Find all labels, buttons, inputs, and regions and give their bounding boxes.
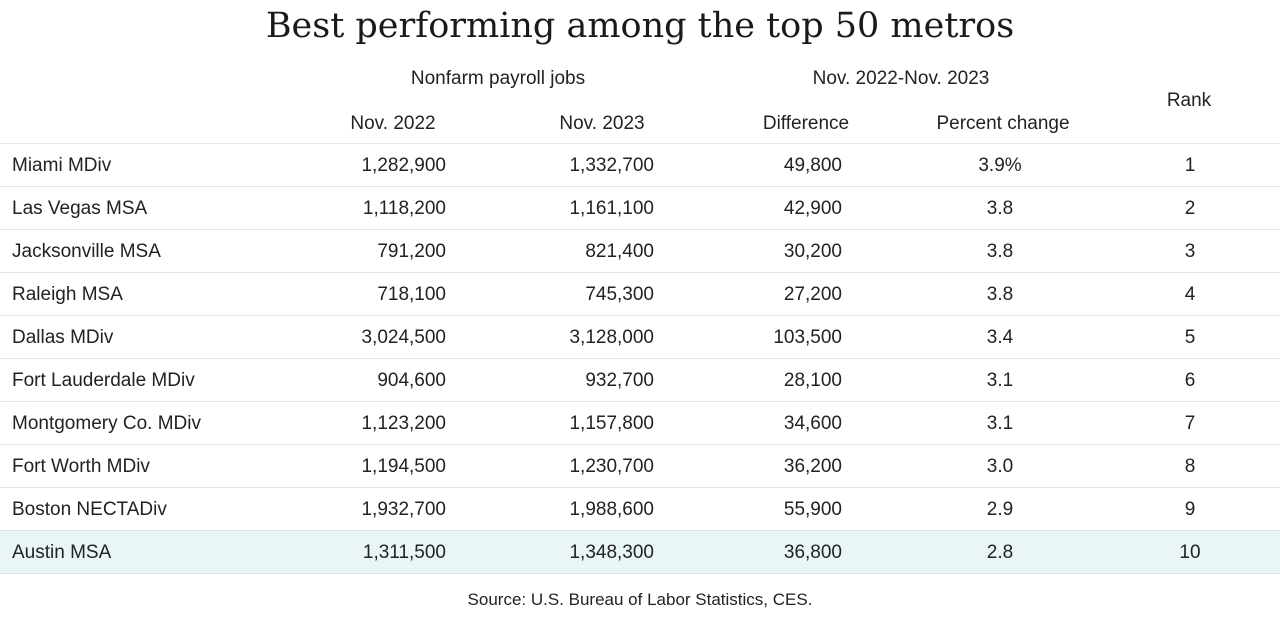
cell-nov-2023: 745,300: [585, 284, 654, 305]
cell-nov-2023: 1,230,700: [569, 456, 654, 477]
cell-metro: Las Vegas MSA: [12, 198, 148, 219]
cell-metro: Fort Lauderdale MDiv: [12, 370, 195, 391]
cell-metro: Dallas MDiv: [12, 327, 114, 348]
cell-difference: 27,200: [783, 284, 842, 305]
cell-difference: 49,800: [783, 155, 842, 176]
data-table: Miami MDiv 1,282,900 1,332,700 49,800 3.9% 1 L…: [0, 143, 1280, 575]
cell-nov-2022: 1,311,500: [362, 542, 446, 563]
column-header-nov-2022: Nov. 2022: [350, 113, 436, 134]
cell-rank: 10: [1179, 542, 1201, 563]
cell-percent-change: 3.8: [986, 284, 1014, 305]
cell-nov-2023: 821,400: [585, 241, 654, 262]
table-row: Boston NECTADiv 1,932,700 1,988,600 55,900 2…: [0, 488, 1280, 531]
group-header-payroll-jobs: Nonfarm payroll jobs: [410, 68, 586, 89]
cell-difference: 55,900: [783, 499, 842, 520]
table-row: Jacksonville MSA 791,200 821,400 30,200 3.8 3: [0, 230, 1280, 273]
cell-rank: 1: [1184, 155, 1196, 176]
cell-nov-2022: 718,100: [377, 284, 446, 305]
cell-rank: 4: [1184, 284, 1196, 305]
cell-rank: 6: [1184, 370, 1196, 391]
cell-metro: Jacksonville MSA: [12, 241, 161, 262]
cell-nov-2023: 932,700: [585, 370, 654, 391]
cell-difference: 34,600: [783, 413, 842, 434]
cell-metro: Boston NECTADiv: [12, 499, 167, 520]
table-row: Fort Lauderdale MDiv 904,600 932,700 28,100…: [0, 359, 1280, 402]
table-row: Dallas MDiv 3,024,500 3,128,000 103,500 3.4 5: [0, 316, 1280, 359]
cell-nov-2023: 1,988,600: [569, 499, 654, 520]
cell-nov-2022: 1,118,200: [362, 198, 446, 219]
cell-nov-2023: 1,348,300: [569, 542, 654, 563]
cell-percent-change: 3.0: [986, 456, 1014, 477]
cell-rank: 8: [1184, 456, 1196, 477]
cell-percent-change: 3.8: [986, 241, 1014, 262]
cell-rank: 5: [1184, 327, 1196, 348]
cell-nov-2022: 1,194,500: [361, 456, 446, 477]
cell-nov-2023: 1,161,100: [569, 198, 654, 219]
cell-nov-2022: 791,200: [377, 241, 446, 262]
column-header-nov-2023: Nov. 2023: [559, 113, 645, 134]
table-row: Miami MDiv 1,282,900 1,332,700 49,800 3.9% 1: [0, 144, 1280, 187]
table-row: Raleigh MSA 718,100 745,300 27,200 3.8 4: [0, 273, 1280, 316]
cell-difference: 36,200: [783, 456, 842, 477]
cell-nov-2022: 904,600: [377, 370, 446, 391]
cell-metro: Raleigh MSA: [12, 284, 123, 305]
cell-percent-change: 3.8: [986, 198, 1014, 219]
cell-difference: 28,100: [783, 370, 842, 391]
cell-difference: 36,800: [783, 542, 842, 563]
table-row: Austin MSA 1,311,500 1,348,300 36,800 2.8 10: [0, 531, 1280, 574]
cell-rank: 9: [1184, 499, 1196, 520]
cell-difference: 30,200: [783, 241, 842, 262]
table-row: Las Vegas MSA 1,118,200 1,161,100 42,900 3.8…: [0, 187, 1280, 230]
cell-nov-2022: 3,024,500: [361, 327, 446, 348]
cell-percent-change: 3.1: [986, 370, 1014, 391]
table-row: Montgomery Co. MDiv 1,123,200 1,157,800 34,…: [0, 402, 1280, 445]
cell-nov-2022: 1,932,700: [361, 499, 446, 520]
cell-percent-change: 3.9%: [978, 155, 1022, 176]
cell-percent-change: 3.4: [986, 327, 1014, 348]
cell-nov-2022: 1,282,900: [361, 155, 446, 176]
cell-nov-2022: 1,123,200: [361, 413, 446, 434]
cell-percent-change: 3.1: [986, 413, 1014, 434]
table-row: Fort Worth MDiv 1,194,500 1,230,700 36,200 3…: [0, 445, 1280, 488]
column-header-difference: Difference: [762, 113, 850, 134]
cell-metro: Montgomery Co. MDiv: [12, 413, 201, 434]
cell-rank: 3: [1184, 241, 1196, 262]
source-note: Source: U.S. Bureau of Labor Statistics,…: [467, 590, 813, 609]
cell-metro: Austin MSA: [12, 542, 112, 563]
cell-difference: 103,500: [773, 327, 842, 348]
cell-percent-change: 2.9: [986, 499, 1014, 520]
group-header-period: Nov. 2022-Nov. 2023: [812, 68, 990, 89]
column-header-rank: Rank: [1166, 90, 1212, 111]
cell-nov-2023: 3,128,000: [569, 327, 654, 348]
cell-metro: Fort Worth MDiv: [12, 456, 150, 477]
cell-rank: 2: [1184, 198, 1196, 219]
cell-difference: 42,900: [783, 198, 842, 219]
cell-percent-change: 2.8: [986, 542, 1014, 563]
cell-rank: 7: [1184, 413, 1196, 434]
cell-nov-2023: 1,332,700: [569, 155, 654, 176]
chart-title: Best performing among the top 50 metros: [265, 6, 1015, 46]
column-header-percent-change: Percent change: [936, 113, 1070, 134]
cell-metro: Miami MDiv: [12, 155, 112, 176]
cell-nov-2023: 1,157,800: [569, 413, 654, 434]
